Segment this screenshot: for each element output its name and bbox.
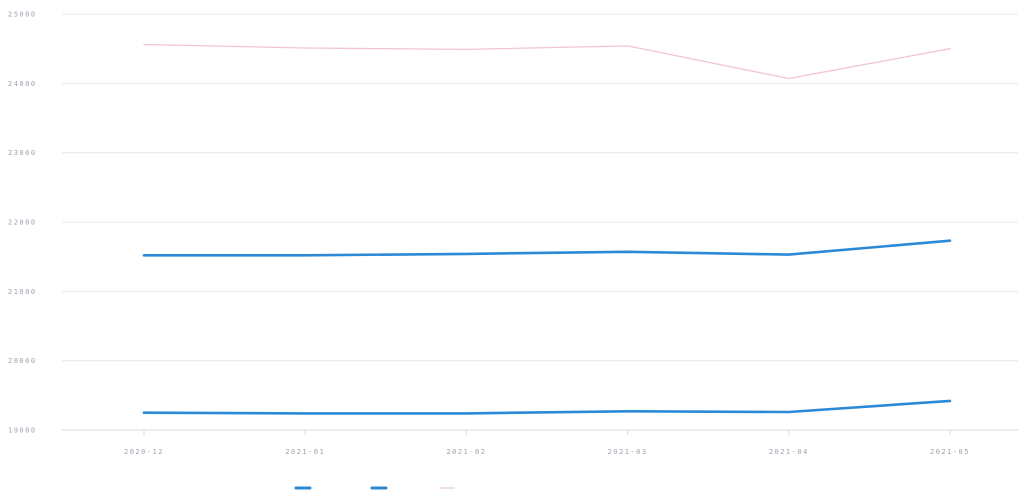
series-line-2 (142, 239, 952, 257)
axis-layer: 19000 20000 21000 22000 23000 24000 25000 2020-… (8, 11, 970, 457)
y-tick-label: 20000 (8, 357, 37, 365)
y-tick-label: 21000 (8, 288, 37, 296)
y-tick-label: 23000 (8, 149, 37, 157)
series-line-1 (142, 399, 952, 415)
x-tick-label: 2021-04 (769, 448, 809, 456)
y-tick-label: 24000 (8, 80, 37, 88)
y-tick-label: 19000 (8, 427, 37, 435)
x-tick-label: 2020-12 (124, 448, 164, 456)
x-tick-label: 2021-03 (608, 448, 648, 456)
x-tick-label: 2021-01 (285, 448, 325, 456)
series-layer (142, 43, 952, 415)
y-tick-label: 25000 (8, 11, 37, 19)
series-line-3 (143, 43, 951, 80)
y-tick-label: 22000 (8, 219, 37, 227)
x-tick-label: 2021-05 (930, 448, 970, 456)
grid-layer (62, 13, 1018, 431)
x-tick-label: 2021-02 (446, 448, 486, 456)
